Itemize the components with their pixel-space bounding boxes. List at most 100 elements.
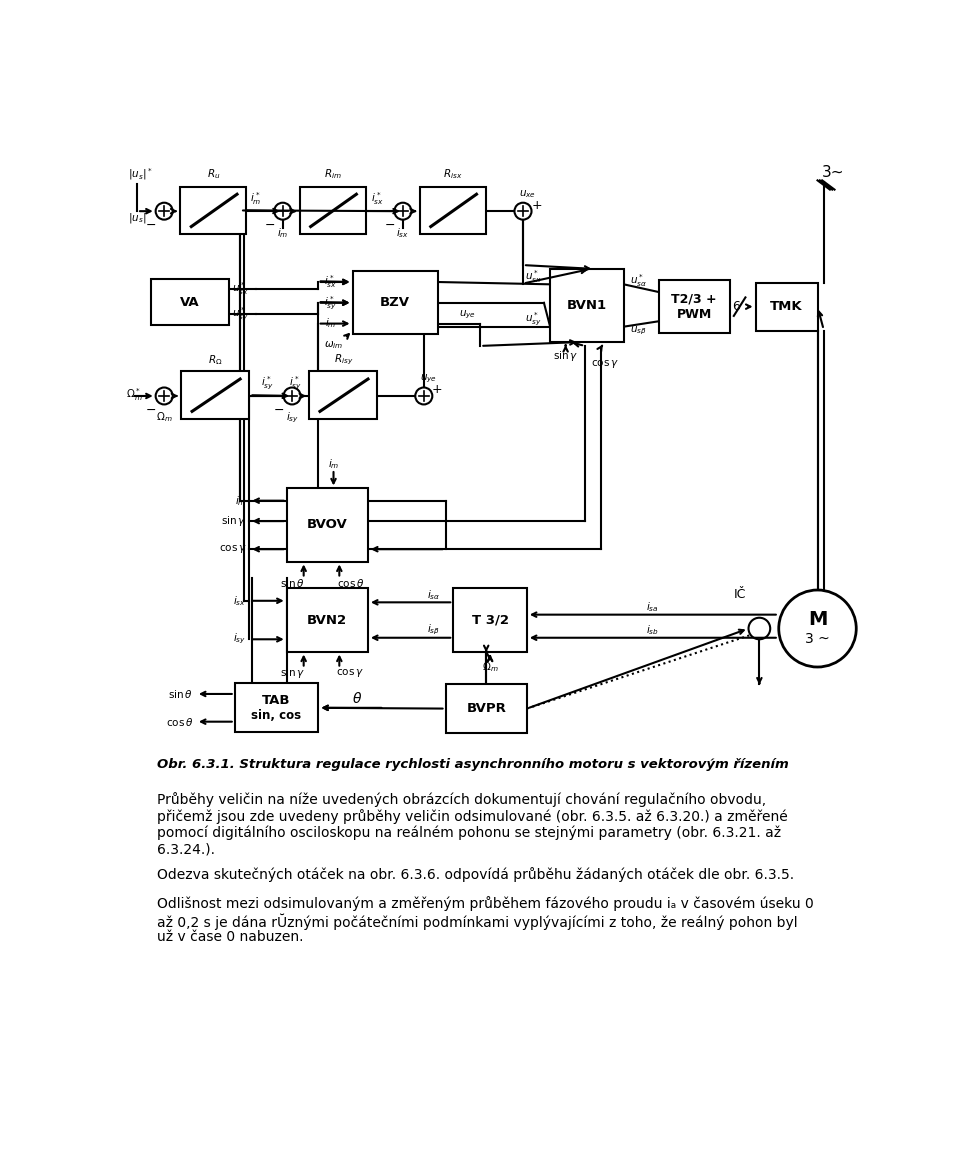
Bar — [445, 684, 527, 733]
Text: BVN2: BVN2 — [307, 614, 348, 627]
Text: $R_\Omega$: $R_\Omega$ — [208, 352, 223, 366]
Text: $\Omega_m$: $\Omega_m$ — [482, 661, 498, 673]
Text: TAB: TAB — [262, 693, 291, 707]
Text: $-$: $-$ — [264, 217, 276, 230]
Bar — [352, 271, 438, 335]
Text: 3~: 3~ — [822, 165, 844, 180]
Text: $i_{sy}^*$: $i_{sy}^*$ — [324, 294, 337, 312]
Text: $u_{sy}^*$: $u_{sy}^*$ — [231, 306, 249, 323]
Text: $u_{s\alpha}^*$: $u_{s\alpha}^*$ — [630, 272, 647, 288]
Text: PWM: PWM — [677, 308, 712, 321]
Text: $R_u$: $R_u$ — [206, 167, 220, 181]
Bar — [181, 371, 250, 419]
Text: $i_{sx}$: $i_{sx}$ — [233, 594, 247, 608]
Bar — [300, 186, 366, 234]
Text: M: M — [807, 609, 828, 629]
Text: $i_m$: $i_m$ — [277, 226, 288, 240]
Text: IČ: IČ — [733, 588, 746, 601]
Circle shape — [283, 387, 300, 405]
Text: $i_{sb}$: $i_{sb}$ — [646, 623, 660, 637]
Text: $i_{sy}$: $i_{sy}$ — [285, 411, 299, 424]
Text: $+$: $+$ — [431, 384, 443, 397]
Text: $R_{im}$: $R_{im}$ — [324, 167, 342, 181]
Text: 3 ~: 3 ~ — [805, 633, 829, 647]
Text: $+$: $+$ — [531, 199, 541, 212]
Text: $i_{s\beta}$: $i_{s\beta}$ — [427, 623, 441, 637]
Circle shape — [156, 202, 173, 220]
Bar — [420, 186, 486, 234]
Text: Obr. 6.3.1. Struktura regulace rychlosti asynchronního motoru s vektorovým řízen: Obr. 6.3.1. Struktura regulace rychlosti… — [157, 758, 789, 771]
Text: sin, cos: sin, cos — [252, 709, 301, 722]
Text: Průběhy veličin na níže uvedených obrázcích dokumentují chování regulačního obvo: Průběhy veličin na níže uvedených obrázc… — [157, 792, 766, 807]
Text: $i_m^*$: $i_m^*$ — [250, 191, 261, 207]
Text: $i_m$: $i_m$ — [327, 457, 339, 471]
Text: BVPR: BVPR — [467, 702, 506, 715]
Text: $-$: $-$ — [145, 402, 156, 415]
Text: $\theta$: $\theta$ — [352, 691, 362, 706]
Text: $i_m$: $i_m$ — [235, 494, 247, 507]
Text: $\sin\theta$: $\sin\theta$ — [168, 688, 193, 700]
Text: 6.3.24.).: 6.3.24.). — [157, 842, 215, 857]
Text: $u_{sx}^*$: $u_{sx}^*$ — [231, 280, 249, 298]
Text: $u_{ye}$: $u_{ye}$ — [459, 309, 476, 321]
Circle shape — [275, 202, 291, 220]
Text: BVOV: BVOV — [307, 519, 348, 531]
Text: $\cos\gamma$: $\cos\gamma$ — [336, 668, 364, 679]
Text: pomocí digitálního osciloskopu na reálném pohonu se stejnými parametry (obr. 6.3: pomocí digitálního osciloskopu na reálné… — [157, 826, 781, 840]
Text: $i_{sy}^*$: $i_{sy}^*$ — [289, 374, 301, 392]
Text: $R_{isx}$: $R_{isx}$ — [444, 167, 463, 181]
Text: přičemž jsou zde uvedeny průběhy veličin odsimulované (obr. 6.3.5. až 6.3.20.) a: přičemž jsou zde uvedeny průběhy veličin… — [157, 808, 788, 823]
Bar — [234, 683, 319, 733]
Text: $u_{sx}^*$: $u_{sx}^*$ — [525, 269, 541, 285]
Circle shape — [395, 202, 412, 220]
Text: VA: VA — [180, 295, 200, 308]
Text: $\cos\theta$: $\cos\theta$ — [165, 715, 193, 728]
Circle shape — [779, 590, 856, 668]
Text: $i_{sy}$: $i_{sy}$ — [233, 632, 247, 647]
Text: TMK: TMK — [770, 300, 803, 313]
Bar — [550, 269, 624, 342]
Text: $\sin\gamma$: $\sin\gamma$ — [280, 666, 305, 680]
Bar — [180, 186, 247, 234]
Text: $i_{s\alpha}$: $i_{s\alpha}$ — [427, 587, 441, 601]
Bar — [659, 280, 730, 333]
Text: $-$: $-$ — [274, 402, 284, 415]
Circle shape — [156, 387, 173, 405]
Text: T2/3 +: T2/3 + — [671, 292, 717, 306]
Bar — [309, 371, 377, 419]
Text: $\cos\gamma$: $\cos\gamma$ — [590, 358, 618, 370]
Text: $\Omega_m^*$: $\Omega_m^*$ — [126, 386, 143, 402]
Text: BVN1: BVN1 — [566, 299, 607, 312]
Text: $u_{sy}^*$: $u_{sy}^*$ — [525, 311, 541, 328]
Text: $i_{sx}^*$: $i_{sx}^*$ — [324, 273, 337, 291]
Text: $-$: $-$ — [145, 217, 156, 230]
Text: T 3/2: T 3/2 — [471, 614, 509, 627]
Bar — [287, 488, 368, 562]
Text: $u_{xe}$: $u_{xe}$ — [519, 188, 536, 200]
Text: $u_{ye}$: $u_{ye}$ — [420, 373, 437, 385]
Text: $\sin\theta$: $\sin\theta$ — [280, 577, 305, 590]
Circle shape — [749, 618, 770, 640]
Text: Odlišnost mezi odsimulovaným a změřeným průběhem fázového proudu iₐ v časovém ús: Odlišnost mezi odsimulovaným a změřeným … — [157, 897, 814, 912]
Text: $\cos\gamma$: $\cos\gamma$ — [219, 543, 247, 555]
Text: $\Omega_m$: $\Omega_m$ — [156, 411, 173, 424]
Text: $u_{s\beta}$: $u_{s\beta}$ — [630, 324, 647, 337]
Text: $R_{isy}$: $R_{isy}$ — [333, 352, 353, 368]
Text: $\cos\theta$: $\cos\theta$ — [337, 577, 364, 590]
Text: $|u_s|$: $|u_s|$ — [128, 211, 146, 224]
Text: 6: 6 — [732, 300, 740, 313]
Text: $i_{sy}^*$: $i_{sy}^*$ — [261, 374, 274, 392]
Text: $\sin\gamma$: $\sin\gamma$ — [221, 514, 247, 528]
Text: $|u_s|^*$: $|u_s|^*$ — [128, 166, 153, 181]
Text: až 0,2 s je dána rŬznými počátečními podmínkami vyplývajícími z toho, že reálný : až 0,2 s je dána rŬznými počátečními pod… — [157, 913, 798, 930]
Text: $-$: $-$ — [384, 217, 396, 230]
Text: Odezva skutečných otáček na obr. 6.3.6. odpovídá průběhu žádaných otáček dle obr: Odezva skutečných otáček na obr. 6.3.6. … — [157, 868, 794, 883]
Circle shape — [515, 202, 532, 220]
Text: $\sin\gamma$: $\sin\gamma$ — [553, 349, 578, 363]
Text: $i_{sa}$: $i_{sa}$ — [646, 600, 660, 614]
Text: $\omega_{im}$: $\omega_{im}$ — [324, 340, 344, 351]
Bar — [151, 279, 228, 326]
Text: $i_{sx}$: $i_{sx}$ — [396, 226, 409, 240]
Bar — [453, 588, 527, 651]
Bar — [756, 283, 818, 330]
